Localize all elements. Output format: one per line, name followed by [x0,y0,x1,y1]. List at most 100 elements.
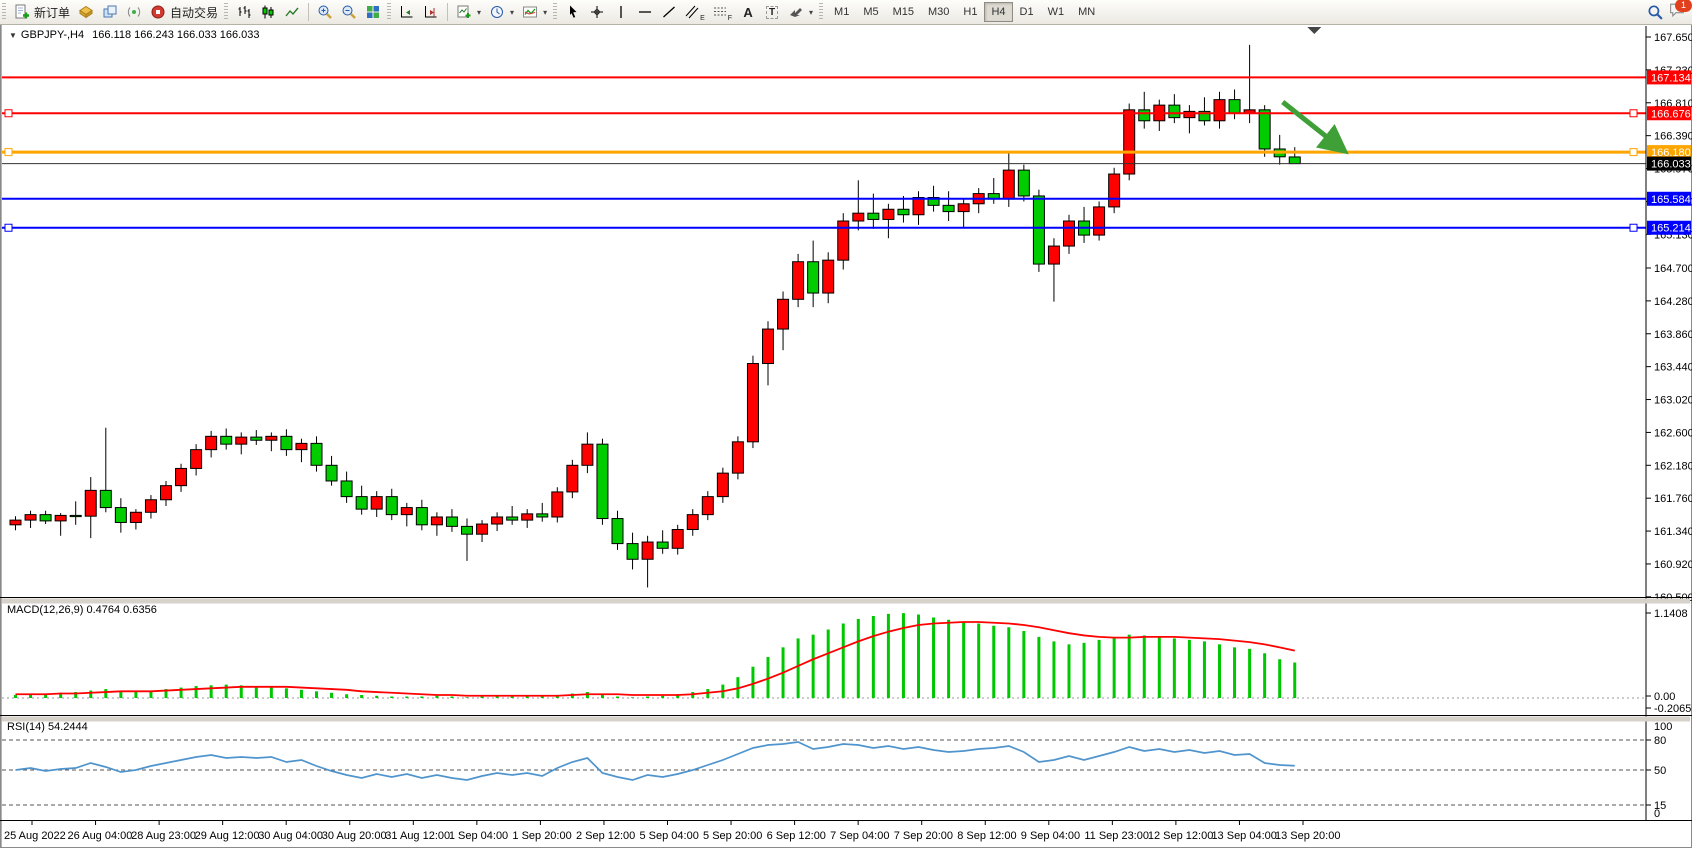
price-label-text: 165.214 [1651,223,1691,235]
price-tick-label: 167.650 [1654,32,1692,44]
chart-shift-icon [425,6,437,18]
channel-icon [685,5,699,19]
vertical-line-tool-button[interactable] [609,1,633,23]
chart-shift-marker-icon[interactable] [1307,27,1322,34]
line-handle[interactable] [1629,148,1638,157]
chart-shift-button[interactable] [419,1,443,23]
label-tool-button[interactable]: T [760,1,784,23]
line-chart-button[interactable] [280,1,304,23]
new-order-button[interactable]: 新订单 [10,1,74,23]
zoom-in-icon [318,5,332,19]
new-chart-button[interactable]: ▾ [452,1,485,23]
tab-timeframe-w1[interactable]: W1 [1041,2,1072,22]
market-watch-button[interactable] [74,1,98,23]
tab-timeframe-mn[interactable]: MN [1071,2,1102,22]
line-handle[interactable] [4,223,13,232]
date-label: 30 Aug 04:00 [258,830,323,842]
new-chart-icon [457,5,471,18]
candle-body [731,441,744,474]
periods-button[interactable]: ▾ [485,1,518,23]
navigator-button[interactable] [98,1,122,23]
tab-timeframe-h1[interactable]: H1 [956,2,984,22]
rsi-tick-label: 15 [1654,800,1666,812]
candlestick-chart-button[interactable] [256,1,280,23]
pane-separator[interactable] [2,716,1690,722]
tab-timeframe-m30[interactable]: M30 [921,2,956,22]
candle-body [160,485,172,501]
horizontal-line-icon [639,11,652,13]
tab-timeframe-h4[interactable]: H4 [984,2,1013,22]
trendline-tool-button[interactable] [657,1,681,23]
candle-body [611,518,624,545]
fibonacci-icon [713,7,726,16]
macd-indicator-label: MACD(12,26,9) 0.4764 0.6356 [7,604,157,616]
rsi-indicator-label: RSI(14) 54.2444 [7,721,88,733]
candle-body [205,435,218,451]
text-tool-button[interactable]: A [736,1,760,23]
autotrading-button[interactable]: 自动交易 [146,1,222,23]
toolbar: 新订单 [0,0,1692,25]
trend-arrow-annotation[interactable] [1281,100,1349,155]
candle-body [746,363,759,443]
pane-separator[interactable] [2,598,1690,604]
tab-timeframe-m5[interactable]: M5 [856,2,885,22]
new-order-label: 新订单 [34,5,71,20]
trendline-icon [663,6,676,18]
candle-body [837,220,850,261]
candle-body [1047,245,1060,265]
autotrading-icon [151,5,165,19]
line-handle[interactable] [4,148,13,157]
tab-timeframe-d1[interactable]: D1 [1013,2,1041,22]
candle-body [1123,109,1136,175]
chart-menu-icon[interactable]: ▼ [9,31,17,40]
notifications-chat[interactable]: 1 [1668,0,1692,23]
candlesticks [9,44,1301,588]
date-label: 6 Sep 12:00 [767,830,826,842]
candle-body [24,514,37,521]
line-chart-icon [285,7,299,17]
rsi-tick-label: 50 [1654,765,1666,777]
terminal-button[interactable] [122,1,146,23]
chart-autoscroll-button[interactable] [395,1,419,23]
tab-timeframe-m1[interactable]: M1 [827,2,856,22]
search-button[interactable] [1643,1,1668,23]
macd-tick-label: -0.2065 [1654,703,1691,715]
date-label: 5 Sep 04:00 [640,830,699,842]
candle-body [190,449,203,469]
text-tool-icon: A [743,4,753,20]
crosshair-tool-button[interactable] [585,1,609,23]
bar-chart-button[interactable] [232,1,256,23]
line-handle[interactable] [4,109,13,118]
cursor-icon [570,5,577,18]
cursor-tool-button[interactable] [561,1,585,23]
fibonacci-f-label: F [727,15,733,22]
zoom-out-button[interactable] [337,1,361,23]
zoom-out-icon [342,5,356,19]
indicators-button[interactable]: ▾ [518,1,551,23]
line-handle[interactable] [1629,109,1638,118]
tile-windows-button[interactable] [361,1,385,23]
candle-body [581,443,594,466]
dropdown-caret-icon: ▾ [477,7,482,17]
candle-body [295,442,308,451]
candle-body [175,467,188,487]
rsi-tick-label: 80 [1654,735,1666,747]
candle-body [355,496,368,510]
candle-body [671,529,684,549]
candle-body [701,496,714,516]
price-label-box [1647,191,1691,206]
date-label: 13 Sep 04:00 [1211,830,1276,842]
arrows-tool-button[interactable]: ▾ [784,1,817,23]
channel-tool-button[interactable]: E [681,1,709,23]
candle-body [385,496,398,516]
horizontal-line-tool-button[interactable] [633,1,657,23]
zoom-in-button[interactable] [313,1,337,23]
line-handle[interactable] [1629,223,1638,232]
candle-body [807,261,820,294]
fibonacci-tool-button[interactable]: F [709,1,736,23]
candle-body [235,436,248,445]
candle-body [69,514,82,518]
tab-timeframe-m15[interactable]: M15 [886,2,921,22]
tile-windows-icon [367,6,380,18]
